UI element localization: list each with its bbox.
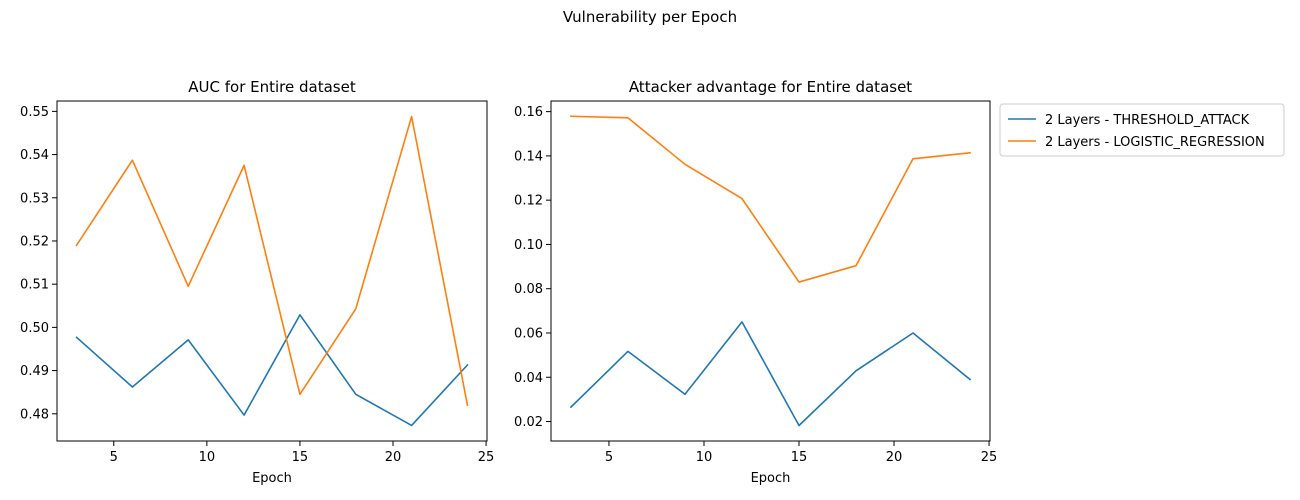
series-line-1: [569, 321, 972, 427]
x-tick-label: 25: [478, 450, 495, 465]
y-tick-label: 0.14: [514, 149, 543, 164]
y-tick-label: 0.50: [20, 321, 49, 336]
x-tick-label: 15: [292, 450, 309, 465]
x-tick-label: 5: [605, 450, 613, 465]
series-line-2: [570, 115, 971, 283]
figure-title: Vulnerability per Epoch: [563, 8, 737, 26]
legend-label-2: 2 Layers - LOGISTIC_REGRESSION: [1045, 135, 1265, 150]
x-tick-label: 15: [791, 450, 808, 465]
chart-panel-1: AUC for Entire dataset 5 10 15 20 25 0.48 0.49 0…: [20, 78, 494, 486]
axes-frame: [56, 100, 488, 442]
y-tick-label: 0.54: [20, 148, 49, 163]
axes-frame: [550, 100, 991, 442]
series-line-1: [75, 314, 469, 427]
y-tick-label: 0.08: [514, 282, 543, 297]
x-tick-label: 10: [696, 450, 713, 465]
y-tick-label: 0.49: [20, 364, 49, 379]
y-tick-label: 0.06: [514, 326, 543, 341]
y-tick-label: 0.53: [20, 191, 49, 206]
x-axis-label: Epoch: [751, 471, 791, 486]
series-line-2: [75, 115, 469, 407]
y-tick-label: 0.10: [514, 238, 543, 253]
chart-panels: AUC for Entire dataset 5 10 15 20 25 0.48 0.49 0…: [20, 78, 997, 486]
x-tick-label: 5: [110, 450, 118, 465]
x-tick-label: 25: [981, 450, 998, 465]
x-tick-label: 20: [385, 450, 402, 465]
x-tick-label: 20: [886, 450, 903, 465]
y-tick-label: 0.48: [20, 407, 49, 422]
y-tick-label: 0.51: [20, 278, 49, 293]
y-tick-label: 0.02: [514, 415, 543, 430]
chart-panel-2: Attacker advantage for Entire dataset 5 10…: [514, 78, 997, 486]
legend-label-1: 2 Layers - THRESHOLD_ATTACK: [1045, 113, 1250, 128]
x-axis-label: Epoch: [252, 471, 292, 486]
y-tick-label: 0.55: [20, 105, 49, 120]
x-tick-label: 10: [199, 450, 216, 465]
y-tick-label: 0.52: [20, 234, 49, 249]
y-tick-label: 0.16: [514, 105, 543, 120]
legend: 2 Layers - THRESHOLD_ATTACK 2 Layers - LO…: [999, 103, 1285, 157]
plot-title: Attacker advantage for Entire dataset: [629, 78, 912, 96]
y-tick-label: 0.04: [514, 371, 543, 386]
legend-box: [999, 103, 1285, 157]
plot-title: AUC for Entire dataset: [188, 78, 356, 96]
y-tick-label: 0.12: [514, 194, 543, 209]
